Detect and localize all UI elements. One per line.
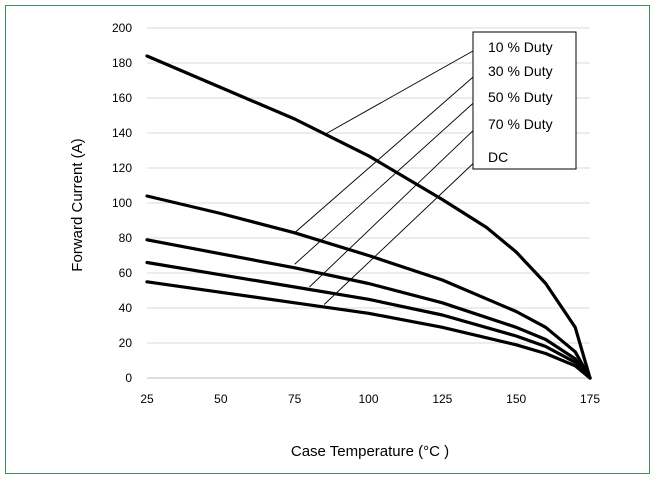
legend-box <box>472 31 577 170</box>
series-line-3 <box>145 238 592 380</box>
callout-line <box>323 156 481 305</box>
y-tick-label: 180 <box>112 56 132 70</box>
y-tick-label: 140 <box>112 126 132 140</box>
y-tick-label: 80 <box>119 231 133 245</box>
y-tick-label: 20 <box>119 336 133 350</box>
legend-label: 70 % Duty <box>488 116 553 132</box>
y-tick-label: 160 <box>112 91 132 105</box>
x-tick-label: 75 <box>288 392 302 406</box>
y-tick-label: 120 <box>112 161 132 175</box>
legend-label: DC <box>488 149 508 165</box>
series-line-5 <box>145 280 592 380</box>
y-tick-label: 60 <box>119 266 133 280</box>
y-tick-label: 200 <box>112 21 132 35</box>
x-tick-labels: 25 50 75 100 125 150 175 <box>140 392 600 406</box>
legend-label: 50 % Duty <box>488 89 553 105</box>
callout-line <box>309 123 481 288</box>
callout-line <box>294 70 481 234</box>
x-tick-label: 50 <box>214 392 228 406</box>
x-tick-label: 175 <box>580 392 600 406</box>
y-tick-label: 100 <box>112 196 132 210</box>
series-line-4 <box>145 260 592 380</box>
y-axis-title: Forward Current (A) <box>69 138 86 271</box>
series-line-2 <box>145 194 592 380</box>
x-tick-label: 100 <box>358 392 378 406</box>
y-tick-label: 0 <box>125 371 132 385</box>
legend-label: 10 % Duty <box>488 39 553 55</box>
legend-callout-lines <box>294 46 481 305</box>
x-tick-label: 150 <box>506 392 526 406</box>
legend-label: 30 % Duty <box>488 63 553 79</box>
x-tick-label: 125 <box>432 392 452 406</box>
x-tick-label: 25 <box>140 392 154 406</box>
y-tick-label: 40 <box>119 301 133 315</box>
x-axis-title: Case Temperature (°C ) <box>291 443 449 460</box>
callout-line <box>323 46 481 136</box>
y-tick-labels: 0 20 40 60 80 100 120 140 160 180 200 <box>112 21 132 385</box>
legend: 10 % Duty 30 % Duty 50 % Duty 70 % Duty DC <box>472 31 577 170</box>
series-line-1 <box>145 54 592 380</box>
callout-line <box>294 96 481 265</box>
series-lines <box>145 54 592 380</box>
